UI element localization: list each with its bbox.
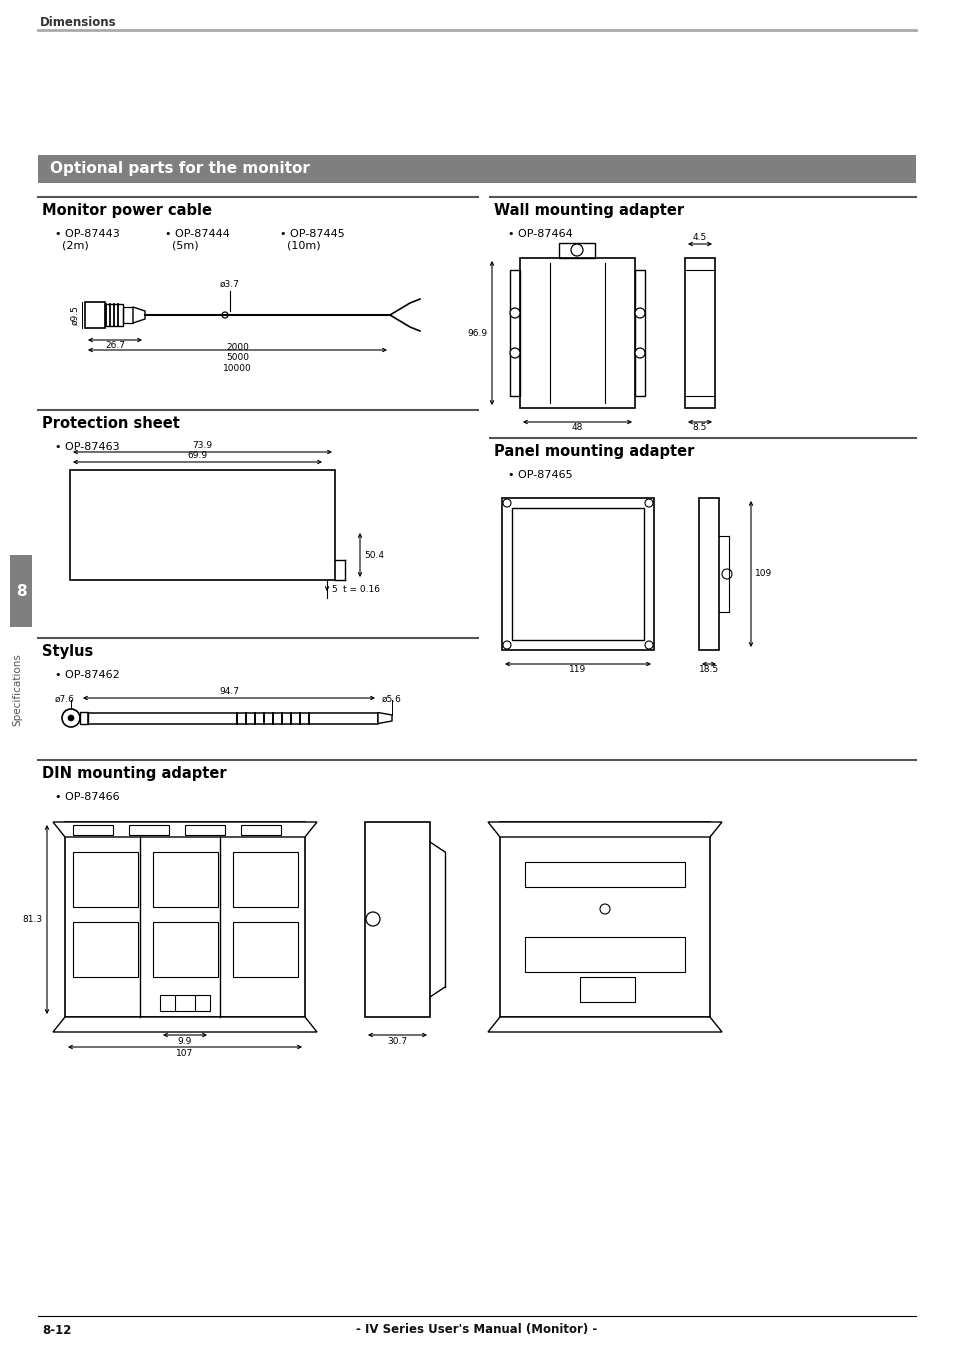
Text: 69.9: 69.9 [187, 452, 208, 461]
Bar [241, 825, 281, 834]
Text: • OP-87462: • OP-87462 [55, 670, 120, 679]
Text: 18.5: 18.5 [699, 666, 719, 674]
Bar [73, 852, 138, 907]
Text: 81.3: 81.3 [23, 915, 43, 923]
Bar [579, 977, 635, 1002]
Text: t = 0.16: t = 0.16 [343, 585, 379, 594]
Bar [499, 822, 709, 1016]
Text: - IV Series User's Manual (Monitor) -: - IV Series User's Manual (Monitor) - [356, 1324, 597, 1336]
Text: 109: 109 [754, 569, 771, 578]
Text: 119: 119 [569, 666, 586, 674]
Circle shape [222, 311, 228, 318]
Text: 8.5: 8.5 [692, 423, 706, 433]
Text: Wall mounting adapter: Wall mounting adapter [494, 204, 683, 218]
Text: • OP-87445
  (10m): • OP-87445 (10m) [280, 229, 344, 251]
Text: • OP-87466: • OP-87466 [55, 793, 119, 802]
Bar [512, 508, 643, 640]
Text: DIN mounting adapter: DIN mounting adapter [42, 766, 227, 780]
Text: ø5.6: ø5.6 [381, 696, 401, 704]
Bar [684, 257, 714, 408]
Text: 73.9: 73.9 [193, 442, 213, 450]
Text: 26.7: 26.7 [105, 341, 125, 350]
Circle shape [502, 499, 511, 507]
Text: • OP-87444
  (5m): • OP-87444 (5m) [165, 229, 230, 251]
Bar [73, 922, 138, 977]
Text: 8: 8 [15, 584, 27, 599]
Bar [129, 825, 169, 834]
Text: 48: 48 [571, 423, 582, 433]
Bar [65, 822, 305, 1016]
Text: • OP-87463: • OP-87463 [55, 442, 119, 452]
Bar [73, 825, 112, 834]
Circle shape [510, 307, 519, 318]
Bar [233, 922, 297, 977]
Text: Monitor power cable: Monitor power cable [42, 204, 212, 218]
Bar [88, 713, 377, 724]
Bar [10, 555, 32, 627]
Text: Panel mounting adapter: Panel mounting adapter [494, 443, 694, 460]
Bar [501, 497, 654, 650]
Bar [38, 155, 915, 183]
Circle shape [635, 307, 644, 318]
Polygon shape [488, 1016, 721, 1033]
Text: 9.9: 9.9 [177, 1037, 192, 1046]
Text: 5: 5 [331, 585, 336, 594]
Circle shape [502, 642, 511, 648]
Text: 94.7: 94.7 [219, 687, 239, 697]
Polygon shape [53, 1016, 316, 1033]
Text: 50.4: 50.4 [364, 550, 384, 559]
Text: Dimensions: Dimensions [40, 15, 116, 28]
Circle shape [366, 913, 379, 926]
Polygon shape [132, 307, 145, 324]
Circle shape [510, 348, 519, 359]
Bar [123, 307, 132, 324]
Text: Protection sheet: Protection sheet [42, 417, 180, 431]
Circle shape [644, 642, 652, 648]
Bar [85, 302, 105, 328]
Bar [152, 922, 218, 977]
Bar [558, 243, 595, 257]
Polygon shape [488, 822, 721, 837]
Bar [105, 305, 123, 326]
Circle shape [599, 905, 609, 914]
Text: 96.9: 96.9 [467, 329, 488, 337]
Circle shape [635, 348, 644, 359]
Text: ø9.5: ø9.5 [70, 305, 79, 325]
Text: • OP-87465: • OP-87465 [507, 470, 572, 480]
Bar [185, 825, 225, 834]
Bar [152, 852, 218, 907]
Circle shape [644, 499, 652, 507]
Text: 2000
5000
10000: 2000 5000 10000 [223, 344, 252, 373]
Circle shape [721, 569, 731, 580]
Bar [524, 937, 684, 972]
Polygon shape [53, 822, 316, 837]
Text: • OP-87443
  (2m): • OP-87443 (2m) [55, 229, 120, 251]
Text: ø3.7: ø3.7 [220, 280, 240, 288]
Text: Specifications: Specifications [12, 654, 22, 727]
Bar [519, 257, 635, 408]
Bar [699, 497, 719, 650]
Polygon shape [377, 713, 392, 724]
Bar [635, 270, 644, 396]
Bar [233, 852, 297, 907]
Text: Optional parts for the monitor: Optional parts for the monitor [50, 162, 310, 177]
Bar [510, 270, 519, 396]
Circle shape [571, 244, 582, 256]
Bar [524, 861, 684, 887]
Text: Stylus: Stylus [42, 644, 93, 659]
Circle shape [68, 714, 74, 721]
Bar [160, 995, 210, 1011]
Text: 30.7: 30.7 [387, 1037, 407, 1046]
Text: • OP-87464: • OP-87464 [507, 229, 572, 239]
Bar [80, 712, 88, 724]
Bar [70, 470, 335, 580]
Circle shape [62, 709, 80, 727]
Text: ø7.6: ø7.6 [55, 696, 75, 704]
Bar [365, 822, 430, 1016]
Text: 107: 107 [176, 1049, 193, 1057]
Text: 8-12: 8-12 [42, 1324, 71, 1336]
Text: 4.5: 4.5 [692, 233, 706, 243]
